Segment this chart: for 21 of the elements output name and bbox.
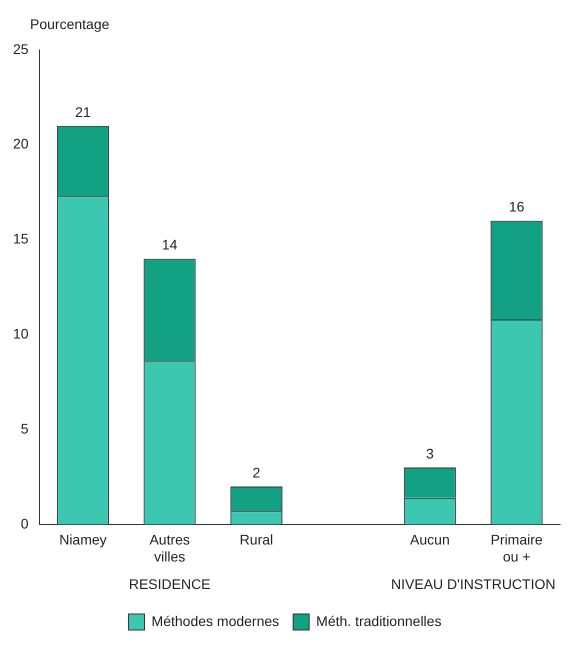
legend-label: Méthodes modernes [152,612,280,629]
y-tick-label: 15 [12,230,29,247]
total-label: 14 [162,236,178,253]
y-axis-title: Pourcentage [30,16,110,32]
x-tick-label: Aucun [410,532,450,548]
y-tick-label: 20 [12,136,29,152]
x-tick-label: Rural [240,532,274,548]
total-label: 21 [75,104,91,120]
total-label: 2 [252,464,261,480]
x-tick-label: Autres villes [149,532,190,564]
text: RESIDENCE [128,576,211,592]
y-tick-label: 25 [12,40,29,57]
text: NIVEAU D'INSTRUCTION [391,576,556,592]
y-tick-label: 10 [12,326,29,342]
total-label: 16 [508,198,525,215]
legend-label: Méth. traditionnelles [316,612,442,629]
x-tick-label: Primaire ou + [490,532,543,564]
x-tick-label: Niamey [59,532,107,548]
y-tick-label: 0 [20,515,29,532]
y-tick-label: 5 [20,420,29,436]
total-label: 3 [426,445,434,462]
